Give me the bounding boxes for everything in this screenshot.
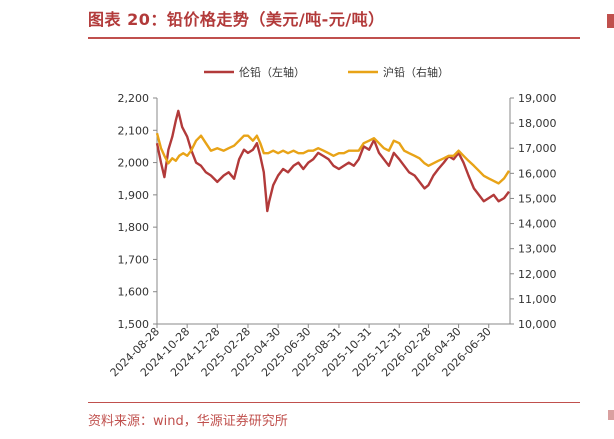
- series-line-shfe: [155, 132, 511, 185]
- y-right-tick-label: 16,000: [518, 167, 557, 180]
- footer-rule: [88, 402, 580, 403]
- y-left-tick-label: 1,900: [118, 189, 150, 202]
- y-right-tick-label: 12,000: [518, 268, 557, 281]
- y-right-tick-label: 10,000: [518, 318, 557, 331]
- y-right-tick-label: 11,000: [518, 293, 557, 306]
- title-rule: [88, 37, 580, 39]
- y-left-tick-label: 2,100: [118, 124, 150, 137]
- y-left-tick-label: 2,000: [118, 157, 150, 170]
- y-left-tick-label: 2,200: [118, 92, 150, 105]
- y-right-tick-label: 17,000: [518, 142, 557, 155]
- y-left-tick-label: 1,800: [118, 221, 150, 234]
- y-right-tick-label: 14,000: [518, 218, 557, 231]
- y-right-tick-label: 13,000: [518, 243, 557, 256]
- axes: 1,500 1,600 1,700 1,800 1,900 2,000 2,100 2,200…: [108, 92, 557, 379]
- legend-label: 伦铅（左轴）: [239, 65, 305, 79]
- y-right-tick-label: 18,000: [518, 117, 557, 130]
- series-line-lme: [155, 109, 510, 213]
- y-left-tick-label: 1,500: [118, 318, 150, 331]
- lead-price-chart: 伦铅（左轴） 沪铅（右轴） 1,500 1,600 1,700 1,800 1,900 2,…: [108, 65, 557, 379]
- next-page-edge-mark: [607, 14, 614, 28]
- y-left-tick-label: 1,600: [118, 286, 150, 299]
- y-right-tick-label: 15,000: [518, 192, 557, 205]
- legend-label: 沪铅（右轴）: [383, 65, 449, 79]
- source-note: 资料来源：wind，华源证券研究所: [88, 414, 288, 429]
- y-right-tick-label: 19,000: [518, 92, 557, 105]
- plot-area: [155, 109, 511, 213]
- legend: 伦铅（左轴） 沪铅（右轴）: [204, 65, 449, 79]
- next-page-edge-mark-bottom: [608, 410, 614, 420]
- chart-title: 图表 20：铅价格走势（美元/吨-元/吨）: [88, 10, 385, 29]
- y-left-tick-label: 1,700: [118, 253, 150, 266]
